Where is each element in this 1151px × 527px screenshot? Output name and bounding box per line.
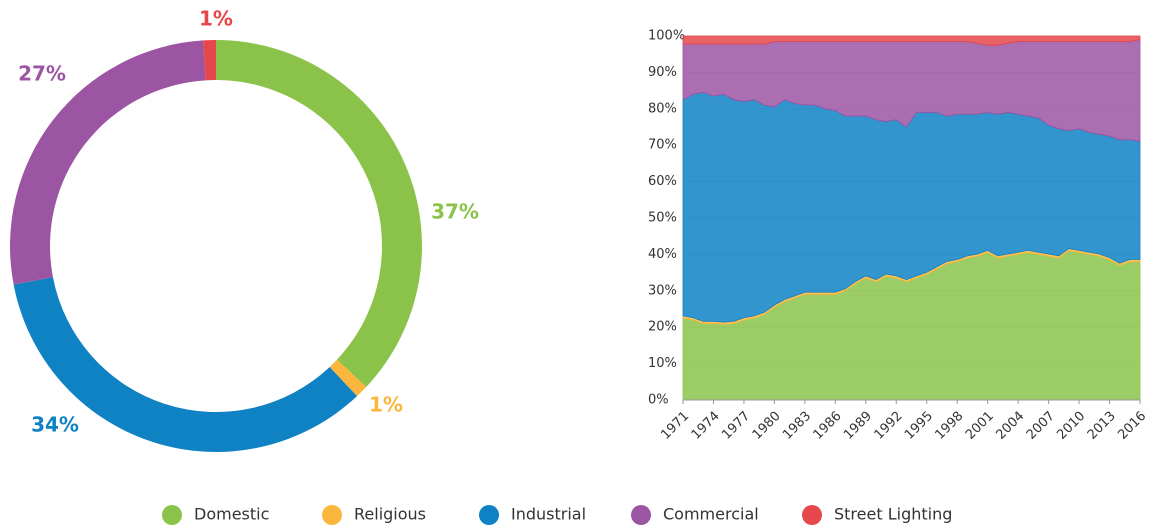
x-tick-label: 1983 xyxy=(780,409,814,443)
x-tick-label: 1986 xyxy=(811,409,845,443)
legend-swatch xyxy=(322,505,342,525)
segment-label: 27% xyxy=(18,62,66,86)
x-tick-label: 1977 xyxy=(719,409,753,443)
legend-swatch xyxy=(162,505,182,525)
y-tick-label: 40% xyxy=(648,247,677,262)
x-tick-label: 2004 xyxy=(993,409,1027,443)
y-tick-label: 100% xyxy=(648,29,685,44)
x-tick-label: 2007 xyxy=(1024,409,1058,443)
x-tick-label: 2001 xyxy=(963,409,997,443)
donut-segment xyxy=(9,40,206,285)
legend-label: Religious xyxy=(354,505,426,524)
y-tick-label: 0% xyxy=(648,393,669,408)
legend-label: Commercial xyxy=(663,505,759,524)
donut-segment xyxy=(203,40,216,81)
y-tick-label: 70% xyxy=(648,138,677,153)
y-tick-label: 30% xyxy=(648,283,677,298)
x-tick-label: 1992 xyxy=(872,409,906,443)
area xyxy=(682,35,1141,46)
legend-label: Industrial xyxy=(511,505,586,524)
donut-segment xyxy=(13,277,358,452)
segment-label: 37% xyxy=(431,200,479,224)
segment-label: 1% xyxy=(369,393,403,417)
y-tick-label: 80% xyxy=(648,101,677,116)
legend-swatch xyxy=(631,505,651,525)
x-tick-label: 1980 xyxy=(750,409,784,443)
y-tick-label: 50% xyxy=(648,211,677,226)
x-tick-label: 1971 xyxy=(658,409,692,443)
donut-segment xyxy=(329,359,367,397)
x-tick-label: 2016 xyxy=(1115,409,1149,443)
y-tick-label: 60% xyxy=(648,174,677,189)
y-tick-label: 20% xyxy=(648,320,677,335)
segment-label: 1% xyxy=(199,7,233,31)
legend-label: Domestic xyxy=(194,505,269,524)
legend-swatch xyxy=(479,505,499,525)
x-tick-label: 1995 xyxy=(902,409,936,443)
legend-swatch xyxy=(802,505,822,525)
x-tick-label: 1989 xyxy=(841,409,875,443)
x-tick-label: 1998 xyxy=(932,409,966,443)
legend-label: Street Lighting xyxy=(834,505,952,524)
y-tick-label: 10% xyxy=(648,356,677,371)
x-tick-label: 2013 xyxy=(1085,409,1119,443)
x-tick-label: 2010 xyxy=(1054,409,1088,443)
y-tick-label: 90% xyxy=(648,65,677,80)
x-tick-label: 1974 xyxy=(689,409,723,443)
segment-label: 34% xyxy=(31,413,79,437)
donut-segment xyxy=(216,40,422,388)
